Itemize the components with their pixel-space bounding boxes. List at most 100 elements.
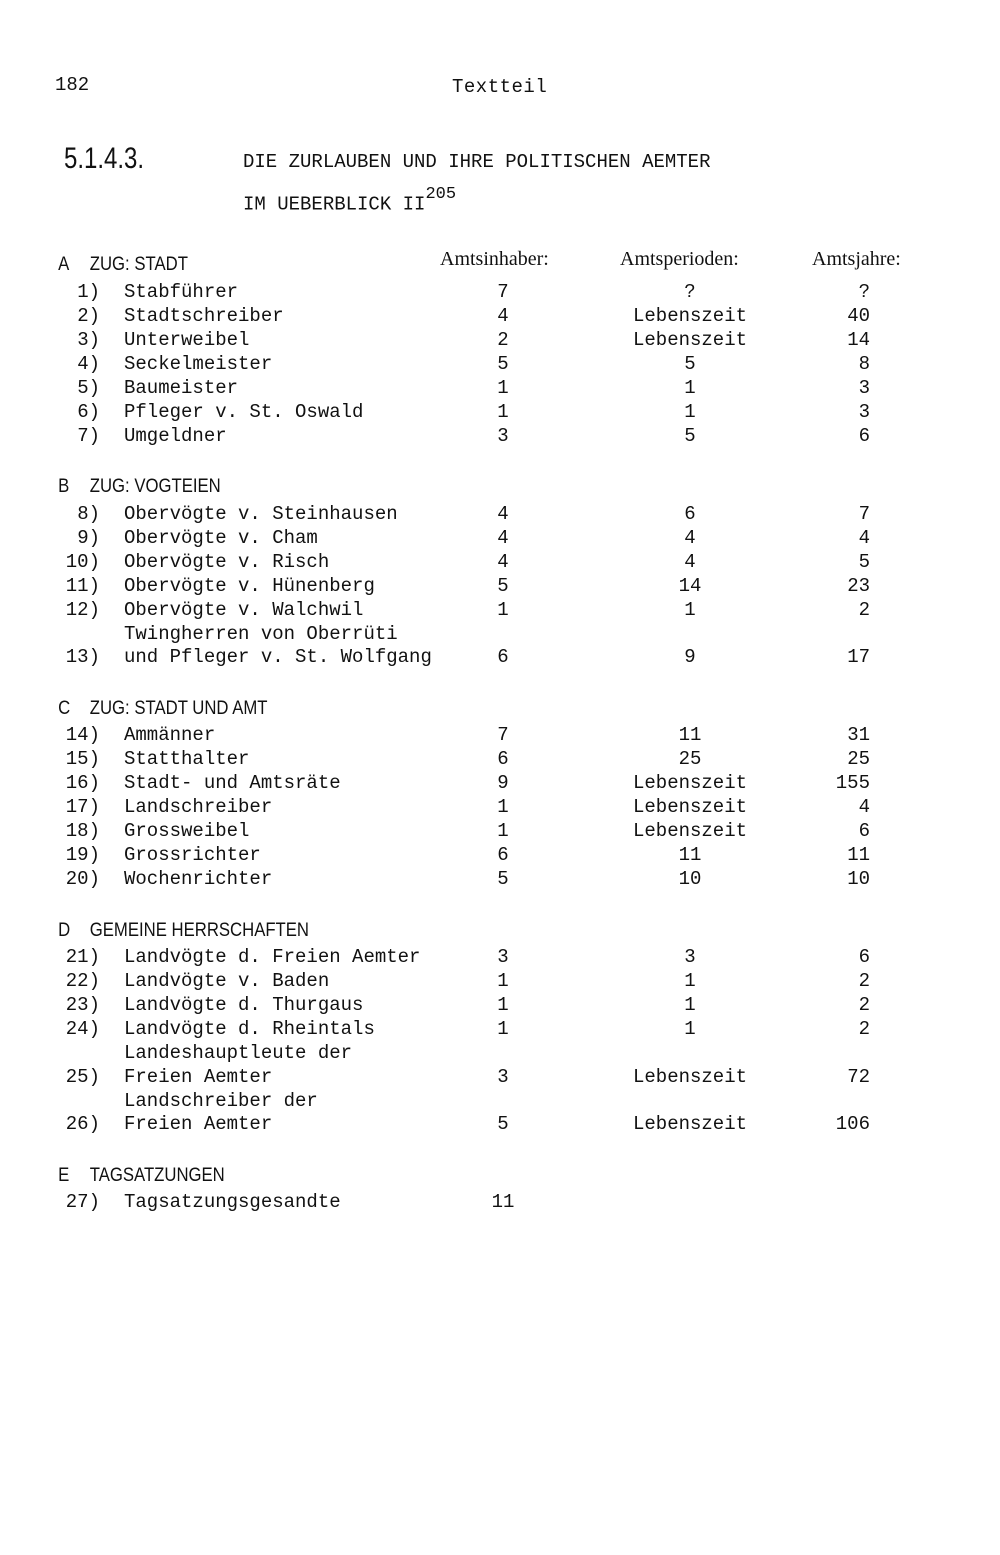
office-name: Tagsatzungsgesandte	[124, 1191, 341, 1215]
row-number: 26)	[65, 1113, 100, 1135]
office-name: Landvögte d. Thurgaus	[124, 994, 363, 1018]
section-letter: D	[58, 919, 71, 941]
office-name-line: Freien Aemter	[124, 1065, 273, 1088]
office-name-line: Pfleger v. St. Oswald	[124, 400, 364, 423]
amtsinhaber-value: 4	[497, 526, 509, 549]
section-heading: C ZUG: STADT UND AMT	[0, 694, 880, 724]
amtsjahre-value: 2	[858, 598, 870, 621]
table-row: 6) Pfleger v. St. Oswald 1 1 3	[0, 400, 1000, 424]
office-name: Wochenrichter	[124, 868, 272, 892]
office-name-line: Freien Aemter	[124, 1113, 273, 1135]
amtsinhaber-value: 3	[497, 1065, 509, 1088]
amtsjahre-value: 6	[858, 424, 870, 447]
amtsperioden-value: 25	[678, 748, 702, 770]
office-name-line: Obervögte v. Walchwil	[124, 598, 364, 621]
table-row: 12) Obervögte v. Walchwil 1 1 2	[0, 598, 1000, 622]
amtsinhaber-value: 2	[497, 328, 509, 351]
amtsjahre-value: 8	[858, 352, 870, 375]
section-title: ZUG: STADT UND AMT	[89, 697, 268, 719]
row-number: 23)	[65, 994, 100, 1016]
table-section: E TAGSATZUNGEN 27) Tagsatzungsgesandte 11	[0, 1161, 1000, 1215]
table-row: 13) Twingherren von Oberrüti und Pfleger v…	[0, 622, 1000, 670]
office-name-line: Statthalter	[124, 748, 250, 770]
amtsjahre-value: 3	[858, 376, 870, 399]
table-row: 11) Obervögte v. Hünenberg 5 14 23	[0, 574, 1000, 598]
row-number: 11)	[65, 574, 100, 597]
amtsjahre-value: 5	[858, 550, 870, 573]
table-row: 24) Landvögte d. Rheintals 1 1 2	[0, 1018, 1000, 1042]
office-name: Obervögte v. Walchwil	[124, 599, 363, 623]
row-number: 10)	[65, 550, 100, 573]
table-row: 16) Stadt- und Amtsräte 9 Lebenszeit 155	[0, 772, 1000, 796]
amtsinhaber-value: 1	[497, 994, 509, 1016]
office-name-line: Landvögte d. Freien Aemter	[124, 946, 421, 968]
row-number: 15)	[65, 748, 100, 770]
row-number: 1)	[77, 280, 100, 303]
amtsjahre-value: 155	[835, 772, 870, 794]
amtsjahre-value: 6	[858, 946, 870, 968]
page-number: 182	[55, 74, 90, 96]
amtsperioden-value: 1	[684, 1018, 696, 1040]
amtsinhaber-value: 7	[497, 280, 509, 303]
amtsinhaber-value: 1	[497, 376, 509, 399]
column-header-amtsjahre: Amtsjahre:	[812, 248, 901, 270]
office-name: Obervögte v. Hünenberg	[124, 575, 375, 599]
amtsperioden-value: 5	[684, 352, 696, 375]
amtsjahre-value: 2	[858, 994, 870, 1016]
amtsjahre-value: 25	[847, 748, 870, 770]
table-section: C ZUG: STADT UND AMT 14) Ammänner 7 11 31 15) St…	[0, 694, 1000, 892]
amtsperioden-value: Lebenszeit	[632, 1065, 748, 1088]
section-spacer	[0, 670, 1000, 694]
column-header-amtsperioden: Amtsperioden:	[620, 248, 739, 270]
table-row: 5) Baumeister 1 1 3	[0, 376, 1000, 400]
amtsperioden-value: Lebenszeit	[632, 772, 748, 794]
table-row: 20) Wochenrichter 5 10 10	[0, 868, 1000, 892]
office-name-line: Stadtschreiber	[124, 304, 284, 327]
amtsinhaber-value: 9	[497, 772, 509, 794]
amtsperioden-value: 3	[684, 946, 696, 968]
table-row: 4) Seckelmeister 5 5 8	[0, 352, 1000, 376]
amtsjahre-value: 4	[858, 526, 870, 549]
title-line-2-text: IM UEBERBLICK II	[243, 193, 426, 216]
amtsjahre-value: 11	[847, 844, 870, 866]
table-row: 15) Statthalter 6 25 25	[0, 748, 1000, 772]
office-name-line: Twingherren von Oberrüti	[124, 622, 398, 645]
amtsperioden-value: Lebenszeit	[632, 796, 748, 818]
amtsperioden-value: 14	[678, 574, 702, 597]
office-name-line: Landeshauptleute der	[124, 1042, 353, 1064]
amtsinhaber-value: 3	[497, 946, 509, 968]
office-name-line: Obervögte v. Cham	[124, 526, 318, 549]
office-name-line: Wochenrichter	[124, 868, 273, 890]
office-name-line: Grossrichter	[124, 844, 261, 866]
running-head: Textteil	[452, 76, 548, 98]
amtsjahre-value: ?	[858, 280, 870, 303]
office-name: Landschreiber	[124, 796, 272, 820]
amtsinhaber-value: 7	[497, 724, 509, 746]
office-name: Pfleger v. St. Oswald	[124, 401, 363, 425]
table-row: 23) Landvögte d. Thurgaus 1 1 2	[0, 994, 1000, 1018]
amtsjahre-value: 7	[858, 502, 870, 525]
amtsjahre-value: 14	[847, 328, 870, 351]
amtsjahre-value: 23	[847, 574, 870, 597]
table-row: 19) Grossrichter 6 11 11	[0, 844, 1000, 868]
amtsperioden-value: 6	[684, 502, 696, 525]
amtsperioden-value: 11	[678, 844, 702, 866]
office-name-line: Obervögte v. Risch	[124, 550, 330, 573]
office-name-line: Grossweibel	[124, 820, 250, 842]
row-number: 7)	[77, 424, 100, 447]
row-number: 5)	[77, 376, 100, 399]
table-row: 3) Unterweibel 2 Lebenszeit 14	[0, 328, 1000, 352]
table-row: 8) Obervögte v. Steinhausen 4 6 7	[0, 502, 1000, 526]
section-spacer	[0, 448, 1000, 472]
footnote-ref: 205	[425, 185, 457, 204]
office-name: Obervögte v. Risch	[124, 551, 329, 575]
office-name-line: Baumeister	[124, 376, 239, 399]
amtsjahre-value: 6	[858, 820, 870, 842]
section-title: TAGSATZUNGEN	[89, 1164, 225, 1186]
row-number: 20)	[65, 868, 100, 890]
amtsjahre-value	[790, 1191, 870, 1215]
amtsjahre-value: 17	[847, 646, 870, 668]
table-row: 17) Landschreiber 1 Lebenszeit 4	[0, 796, 1000, 820]
section-letter: C	[58, 697, 71, 719]
